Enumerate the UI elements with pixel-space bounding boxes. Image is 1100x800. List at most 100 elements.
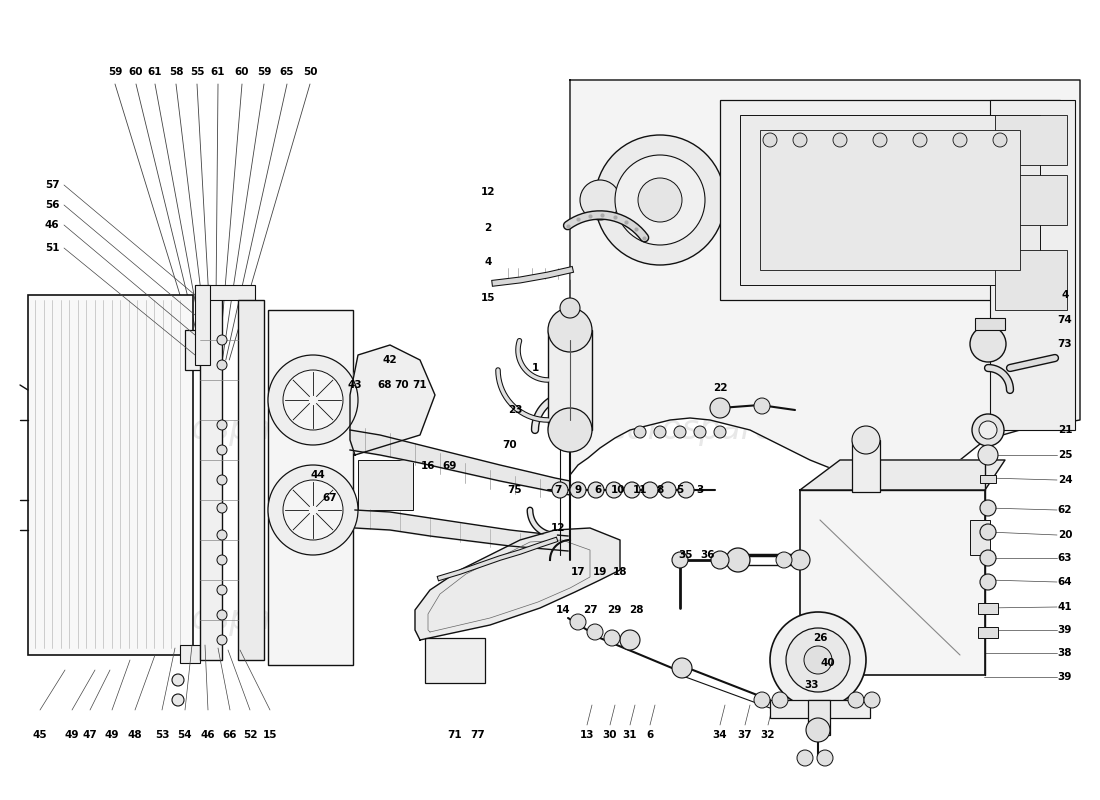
Text: 54: 54: [178, 730, 192, 740]
Text: 15: 15: [263, 730, 277, 740]
Text: 65: 65: [279, 67, 295, 77]
Bar: [720, 100, 1060, 300]
Text: 47: 47: [82, 730, 98, 740]
Circle shape: [548, 408, 592, 452]
Circle shape: [595, 135, 725, 265]
Circle shape: [979, 421, 997, 439]
Circle shape: [654, 426, 666, 438]
Text: 17: 17: [571, 567, 585, 577]
Text: 51: 51: [45, 243, 59, 253]
Text: 63: 63: [1058, 553, 1072, 563]
Circle shape: [217, 335, 227, 345]
Text: 3: 3: [696, 485, 704, 495]
Circle shape: [772, 692, 788, 708]
Circle shape: [804, 646, 832, 674]
Text: 13: 13: [580, 730, 594, 740]
Circle shape: [790, 550, 810, 570]
Circle shape: [172, 674, 184, 686]
Text: 59: 59: [256, 67, 272, 77]
Text: 26: 26: [813, 633, 827, 643]
Text: 69: 69: [443, 461, 458, 471]
Text: 36: 36: [701, 550, 715, 560]
Circle shape: [848, 692, 864, 708]
Circle shape: [606, 482, 621, 498]
Text: 75: 75: [508, 485, 522, 495]
Bar: [808, 700, 830, 735]
Circle shape: [980, 524, 996, 540]
Circle shape: [770, 612, 866, 708]
Circle shape: [833, 133, 847, 147]
Circle shape: [776, 552, 792, 568]
Bar: [990, 100, 1075, 430]
Text: 60: 60: [234, 67, 250, 77]
Circle shape: [587, 624, 603, 640]
Text: 25: 25: [1058, 450, 1072, 460]
Text: 1: 1: [531, 363, 539, 373]
Text: 50: 50: [302, 67, 317, 77]
Text: 67: 67: [322, 493, 338, 503]
Circle shape: [763, 133, 777, 147]
Bar: [996, 250, 1067, 310]
Bar: [28, 295, 192, 655]
Circle shape: [660, 482, 676, 498]
Text: 48: 48: [128, 730, 142, 740]
Text: 28: 28: [629, 605, 644, 615]
Circle shape: [980, 574, 996, 590]
Circle shape: [817, 750, 833, 766]
Text: 16: 16: [420, 461, 436, 471]
Bar: [195, 285, 255, 300]
Circle shape: [580, 180, 620, 220]
Circle shape: [953, 133, 967, 147]
Text: 8: 8: [657, 485, 663, 495]
Circle shape: [268, 465, 358, 555]
Circle shape: [552, 482, 568, 498]
Bar: [800, 490, 984, 675]
Text: 2: 2: [484, 223, 492, 233]
Text: 27: 27: [583, 605, 597, 615]
Bar: [425, 638, 485, 683]
Text: 30: 30: [603, 730, 617, 740]
Circle shape: [793, 133, 807, 147]
Circle shape: [972, 414, 1004, 446]
Circle shape: [217, 585, 227, 595]
Text: 40: 40: [821, 658, 835, 668]
Text: 32: 32: [761, 730, 776, 740]
Text: 71: 71: [448, 730, 462, 740]
Circle shape: [634, 426, 646, 438]
Text: 45: 45: [33, 730, 47, 740]
Text: 24: 24: [1058, 475, 1072, 485]
Text: 52: 52: [243, 730, 257, 740]
Text: 41: 41: [1058, 602, 1072, 612]
Text: eurospares: eurospares: [607, 414, 793, 446]
Bar: [200, 295, 222, 660]
Text: 66: 66: [222, 730, 238, 740]
Bar: [195, 285, 210, 365]
Text: eurospares: eurospares: [136, 603, 323, 637]
Bar: [548, 330, 592, 430]
Circle shape: [798, 750, 813, 766]
Text: 71: 71: [412, 380, 427, 390]
Bar: [980, 475, 996, 483]
Text: 4: 4: [484, 257, 492, 267]
Bar: [978, 627, 998, 638]
Circle shape: [638, 178, 682, 222]
Text: 55: 55: [189, 67, 205, 77]
Text: 31: 31: [623, 730, 637, 740]
Bar: [238, 300, 264, 660]
Bar: [975, 318, 1005, 330]
Circle shape: [678, 482, 694, 498]
Text: 9: 9: [574, 485, 582, 495]
Text: 19: 19: [593, 567, 607, 577]
Circle shape: [726, 548, 750, 572]
Text: 10: 10: [610, 485, 625, 495]
Circle shape: [873, 133, 887, 147]
Bar: [852, 440, 880, 492]
Text: 4: 4: [1062, 290, 1069, 300]
Text: 49: 49: [65, 730, 79, 740]
Bar: [770, 700, 870, 718]
Circle shape: [852, 426, 880, 454]
Circle shape: [864, 692, 880, 708]
Text: 70: 70: [395, 380, 409, 390]
Circle shape: [694, 426, 706, 438]
Circle shape: [980, 500, 996, 516]
